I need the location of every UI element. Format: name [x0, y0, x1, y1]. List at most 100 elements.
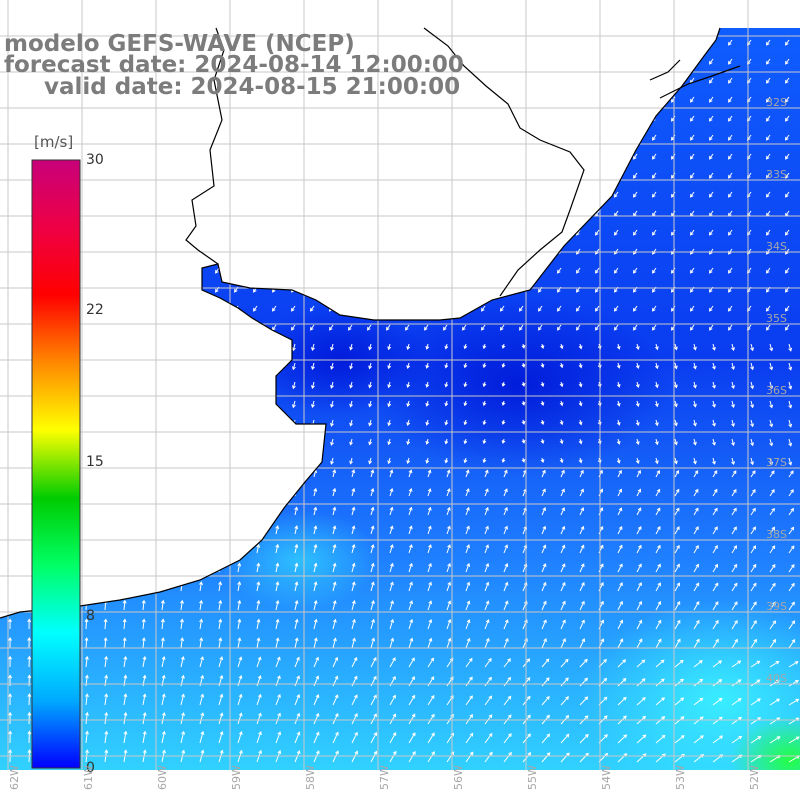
wind-arrow-shaft	[198, 382, 200, 389]
lon-label: 58W	[304, 765, 317, 790]
wind-arrow-head	[520, 213, 523, 216]
lat-label: 40S	[766, 672, 787, 685]
wind-arrow-shaft	[179, 439, 181, 447]
wind-arrow-shaft	[160, 401, 162, 409]
wind-arrow-head	[520, 194, 523, 197]
wind-arrow-shaft	[178, 230, 181, 235]
wind-arrow-shaft	[368, 230, 371, 235]
wind-arrow-head	[482, 137, 485, 140]
wind-arrow-head	[539, 99, 542, 102]
wind-arrow-shaft	[143, 563, 144, 572]
wind-arrow-head	[558, 118, 561, 121]
wind-arrow-head	[444, 194, 447, 197]
wind-arrow-shaft	[181, 545, 182, 553]
wind-arrow-head	[349, 137, 352, 140]
wind-arrow-shaft	[26, 135, 29, 140]
wind-arrow-head	[292, 137, 295, 140]
wind-arrow-shaft	[124, 526, 125, 534]
wind-arrow-shaft	[122, 401, 124, 409]
wind-arrow-shaft	[634, 135, 637, 140]
wind-arrow-shaft	[238, 545, 240, 553]
wind-arrow-shaft	[444, 230, 447, 235]
wind-arrow-head	[159, 308, 162, 311]
wind-arrow-head	[102, 137, 105, 140]
wind-arrow-head	[102, 289, 105, 292]
wind-arrow-head	[257, 507, 260, 510]
wind-arrow-head	[104, 526, 107, 529]
wind-arrow-head	[218, 470, 221, 473]
wind-arrow-head	[406, 42, 409, 45]
wind-arrow-head	[558, 156, 561, 159]
wind-arrow-shaft	[141, 401, 143, 409]
wind-arrow-shaft	[425, 192, 428, 197]
wind-arrow-head	[216, 118, 219, 121]
wind-arrow-head	[140, 118, 143, 121]
wind-arrow-head	[140, 270, 143, 273]
wind-arrow-head	[140, 406, 143, 409]
lat-label: 37S	[766, 456, 787, 469]
wind-arrow-shaft	[197, 135, 200, 140]
wind-arrow-head	[159, 349, 162, 352]
wind-arrow-head	[121, 387, 124, 390]
wind-arrow-shaft	[83, 116, 86, 121]
wind-arrow-head	[349, 175, 352, 178]
wind-arrow-head	[368, 289, 371, 292]
wind-arrow-head	[406, 289, 409, 292]
wind-arrow-head	[26, 445, 29, 448]
wind-arrow-shaft	[387, 116, 390, 121]
wind-arrow-head	[349, 289, 352, 292]
wind-arrow-shaft	[162, 470, 163, 477]
wind-arrow-shaft	[482, 249, 485, 254]
wind-arrow-shaft	[216, 154, 219, 159]
wind-arrow-head	[26, 213, 29, 216]
wind-arrow-head	[463, 194, 466, 197]
wind-arrow-shaft	[463, 192, 466, 197]
wind-arrow-head	[159, 137, 162, 140]
wind-arrow-shaft	[596, 173, 599, 178]
wind-arrow-shaft	[501, 135, 504, 140]
wind-arrow-shaft	[159, 154, 162, 159]
wind-arrow-head	[9, 582, 12, 585]
wind-arrow-head	[83, 194, 86, 197]
wind-arrow-head	[425, 137, 428, 140]
wind-arrow-shaft	[178, 135, 181, 140]
wind-arrow-head	[539, 194, 542, 197]
wind-arrow-head	[406, 194, 409, 197]
wind-arrow-shaft	[162, 582, 163, 591]
wind-arrow-head	[406, 232, 409, 235]
wind-arrow-head	[121, 118, 124, 121]
wind-arrow-head	[178, 175, 181, 178]
wind-arrow-shaft	[501, 116, 504, 121]
wind-arrow-shaft	[235, 154, 238, 159]
wind-arrow-shaft	[124, 563, 125, 572]
wind-arrow-shaft	[159, 135, 162, 140]
wind-arrow-head	[539, 118, 542, 121]
wind-arrow-shaft	[26, 192, 29, 197]
wind-arrow-head	[330, 137, 333, 140]
wind-arrow-shaft	[653, 59, 656, 64]
wind-arrow-head	[368, 118, 371, 121]
wind-arrow-head	[368, 270, 371, 273]
wind-arrow-shaft	[368, 135, 371, 140]
wind-arrow-head	[104, 470, 107, 473]
wind-arrow-shaft	[159, 325, 162, 330]
wind-arrow-head	[254, 443, 257, 446]
wind-arrow-head	[254, 156, 257, 159]
wind-arrow-head	[178, 156, 181, 159]
wind-arrow-head	[199, 545, 202, 548]
wind-arrow-shaft	[349, 306, 352, 311]
wind-arrow-head	[83, 388, 86, 391]
wind-arrow-head	[501, 118, 504, 121]
wind-arrow-shaft	[425, 173, 428, 178]
wind-arrow-shaft	[349, 192, 352, 197]
wind-arrow-shaft	[26, 325, 29, 330]
wind-arrow-shaft	[236, 382, 238, 389]
wind-arrow-head	[539, 213, 542, 216]
wind-arrow-head	[140, 232, 143, 235]
wind-arrow-shaft	[482, 40, 485, 45]
wind-arrow-shaft	[387, 192, 390, 197]
wind-arrow-head	[406, 175, 409, 178]
wind-arrow-shaft	[198, 344, 200, 351]
wind-arrow-shaft	[463, 249, 466, 254]
wind-arrow-head	[311, 289, 314, 292]
